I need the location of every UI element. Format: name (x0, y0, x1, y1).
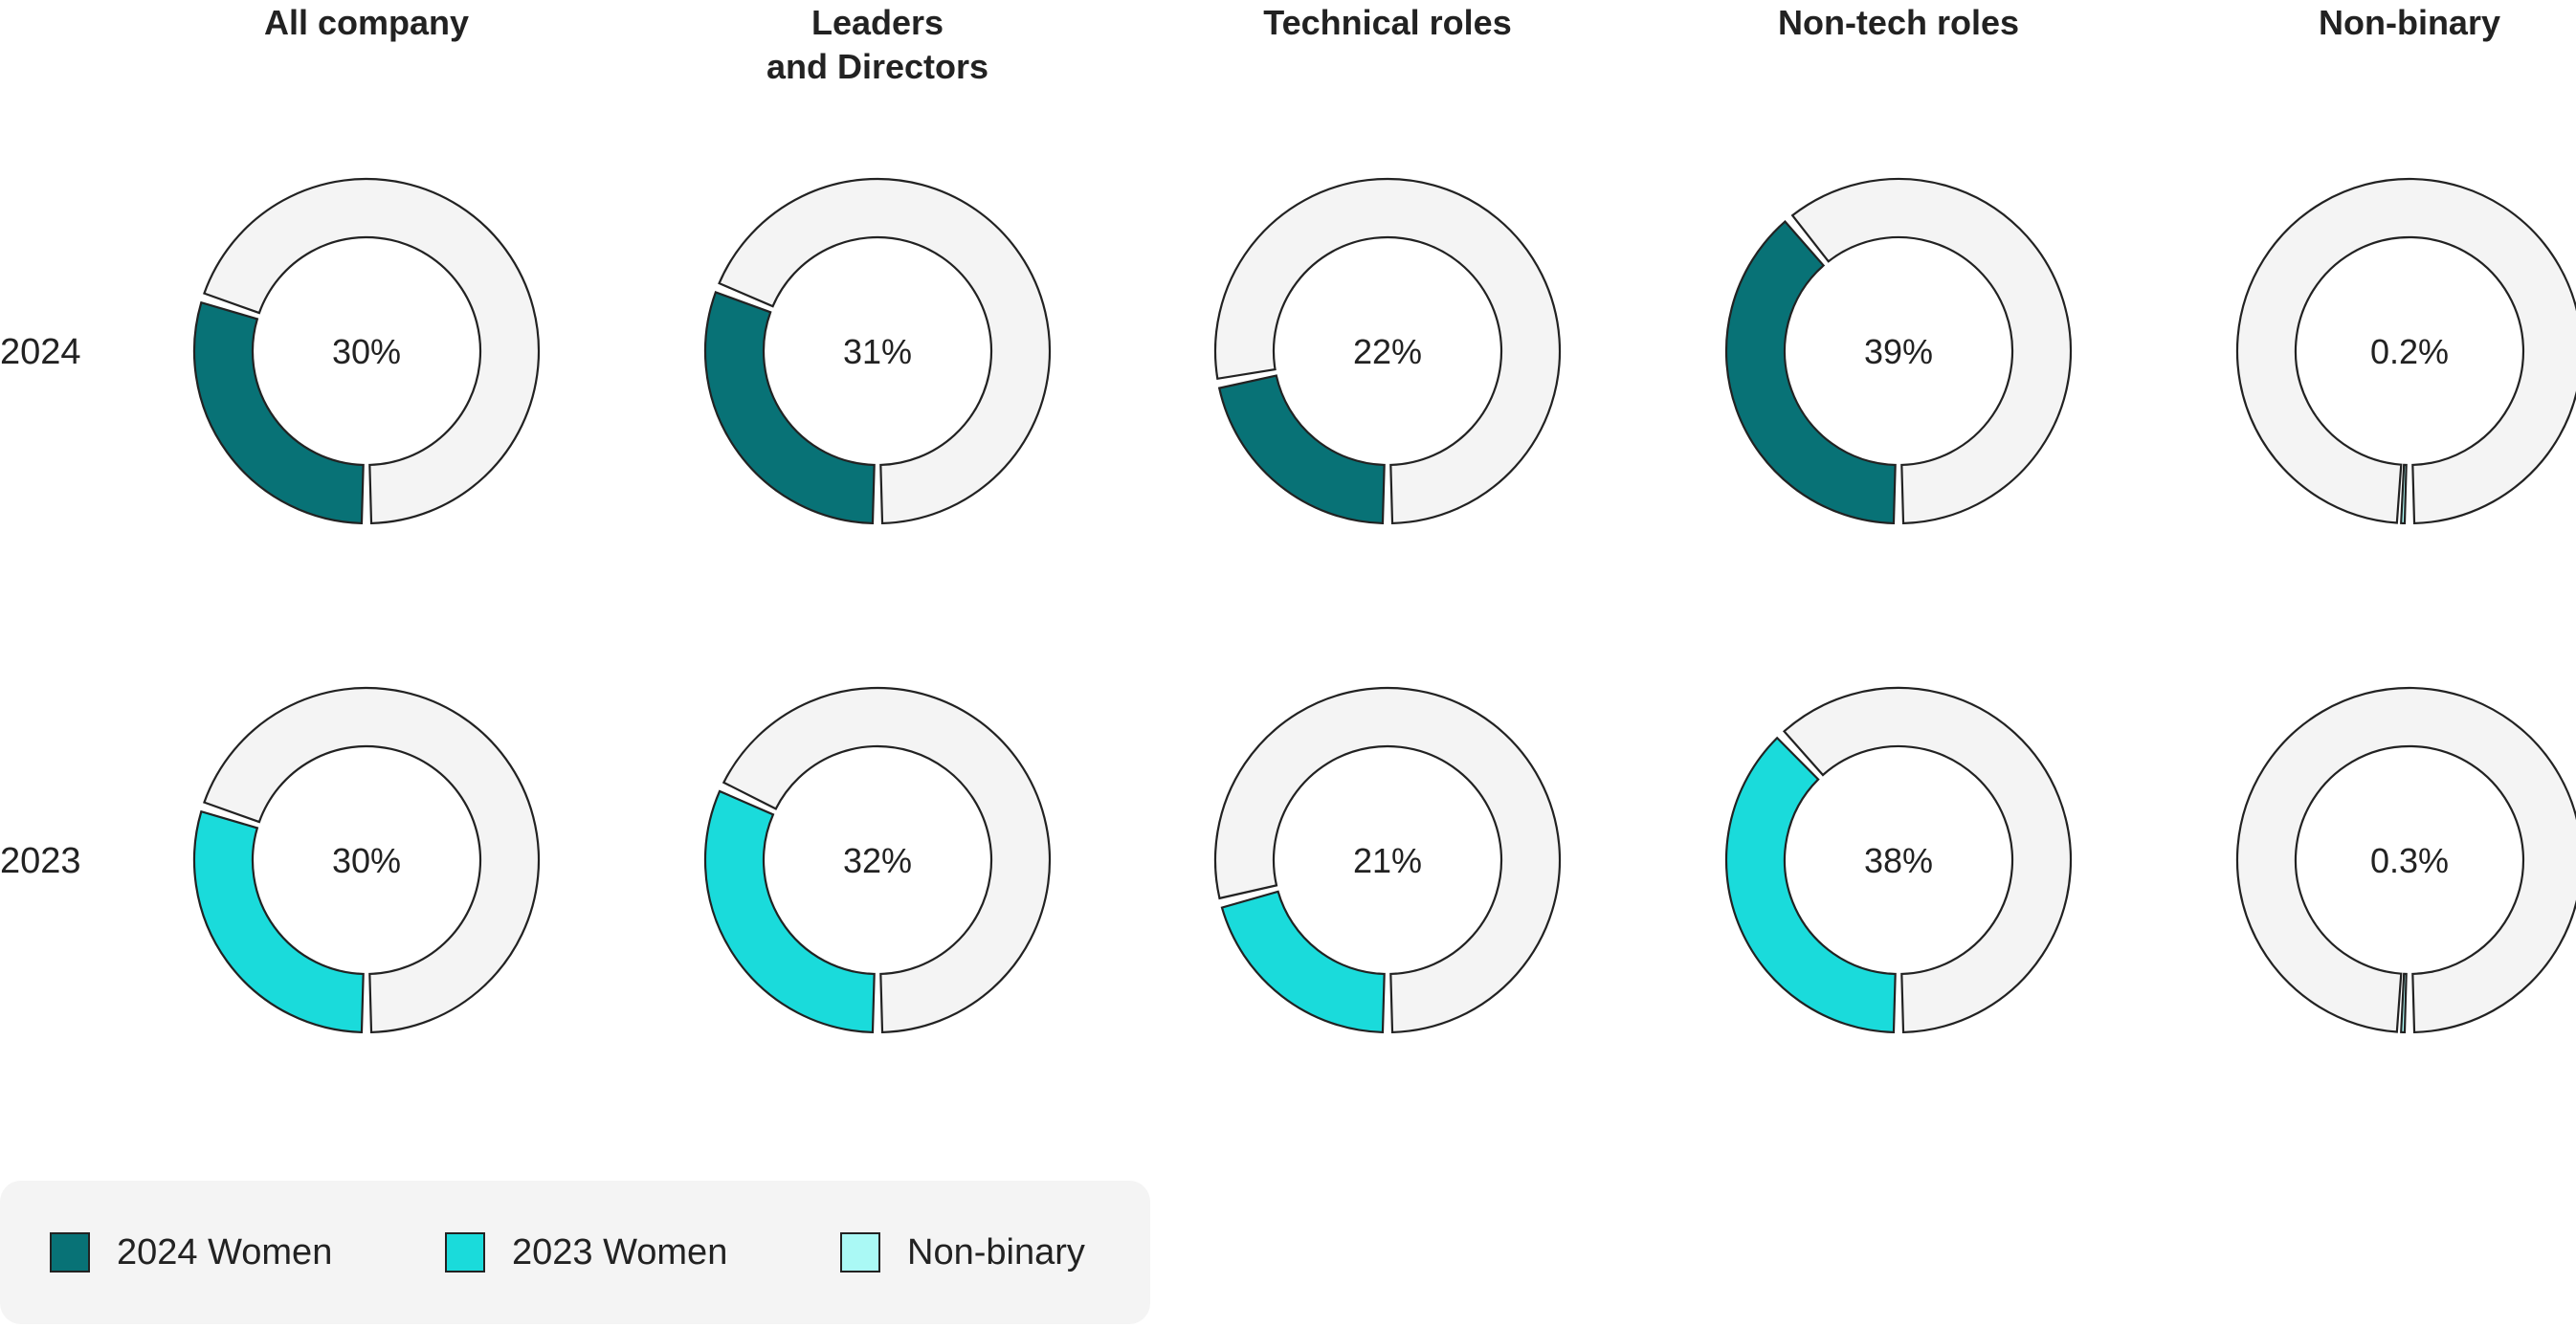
donut-center-label: 31% (843, 332, 912, 371)
donut-technical-roles-2023: 21% (1213, 686, 1562, 1034)
donut-center-label: 0.2% (2370, 332, 2449, 371)
donut-value-slice (1724, 736, 1897, 1034)
legend-swatch-non-binary (840, 1232, 880, 1273)
donut-value-slice (192, 809, 365, 1034)
donut-center-label: 0.3% (2370, 841, 2449, 880)
donut-center-label: 39% (1864, 332, 1933, 371)
donut-center-label: 38% (1864, 841, 1933, 880)
column-title-non-tech-roles: Non-tech roles (1778, 3, 2019, 42)
donut-value-slice (1724, 220, 1897, 525)
donut-remainder-slice (2235, 177, 2576, 525)
donut-center-label: 30% (332, 332, 401, 371)
donut-remainder-slice (1790, 177, 2073, 525)
donut-value-slice (2400, 972, 2408, 1034)
legend-label-2024-women: 2024 Women (117, 1231, 333, 1273)
legend-label-2023-women: 2023 Women (512, 1231, 728, 1273)
donut-all-company-2023: 30% (192, 686, 541, 1034)
legend-label-non-binary: Non-binary (907, 1231, 1085, 1273)
donut-remainder-slice (1782, 686, 2073, 1034)
legend-item-2023-women: 2023 Women (445, 1181, 727, 1324)
row-label-2024: 2024 (0, 332, 81, 372)
donut-remainder-slice (718, 177, 1052, 525)
donut-non-binary-2024: 0.2% (2235, 177, 2576, 525)
donut-remainder-slice (203, 177, 541, 525)
donut-center-label: 32% (843, 841, 912, 880)
legend: 2024 Women 2023 Women Non-binary (0, 1181, 1150, 1324)
donut-non-tech-roles-2023: 38% (1724, 686, 2073, 1034)
row-label-2023: 2023 (0, 841, 81, 881)
donut-leaders-and-directors-2024: 31% (703, 177, 1052, 525)
donut-remainder-slice (722, 686, 1052, 1034)
donut-value-slice (703, 789, 876, 1034)
donut-value-slice (192, 300, 365, 525)
donut-value-slice (1217, 374, 1386, 525)
donut-value-slice (2400, 463, 2408, 525)
column-title-non-binary: Non-binary (2319, 3, 2500, 42)
donut-center-label: 30% (332, 841, 401, 880)
donut-center-label: 22% (1353, 332, 1422, 371)
donut-value-slice (1220, 890, 1386, 1034)
donut-non-binary-2023: 0.3% (2235, 686, 2576, 1034)
donut-non-tech-roles-2024: 39% (1724, 177, 2073, 525)
legend-item-non-binary: Non-binary (840, 1181, 1085, 1324)
column-title-all-company: All company (264, 3, 469, 42)
donut-remainder-slice (203, 686, 541, 1034)
donut-remainder-slice (2235, 686, 2576, 1034)
legend-item-2024-women: 2024 Women (50, 1181, 332, 1324)
donut-value-slice (703, 291, 876, 525)
donut-all-company-2024: 30% (192, 177, 541, 525)
donut-center-label: 21% (1353, 841, 1422, 880)
donut-leaders-and-directors-2023: 32% (703, 686, 1052, 1034)
column-title-technical-roles: Technical roles (1263, 3, 1511, 42)
donut-technical-roles-2024: 22% (1213, 177, 1562, 525)
donut-remainder-slice (1213, 686, 1562, 1034)
donut-remainder-slice (1213, 177, 1562, 525)
column-title-leaders-and-directors: Leaders and Directors (766, 3, 988, 86)
legend-swatch-2024-women (50, 1232, 90, 1273)
legend-swatch-2023-women (445, 1232, 485, 1273)
